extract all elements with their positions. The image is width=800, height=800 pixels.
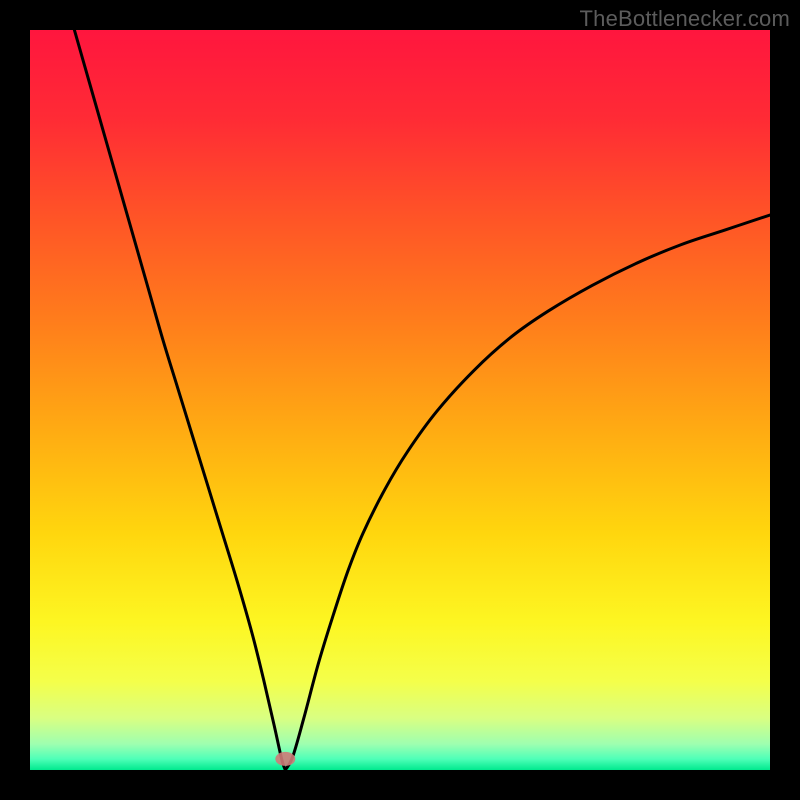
- chart-background: [30, 30, 770, 770]
- bottleneck-chart: [30, 30, 770, 770]
- chart-frame: TheBottlenecker.com: [0, 0, 800, 800]
- minimum-marker: [275, 752, 295, 766]
- watermark-text: TheBottlenecker.com: [580, 6, 790, 32]
